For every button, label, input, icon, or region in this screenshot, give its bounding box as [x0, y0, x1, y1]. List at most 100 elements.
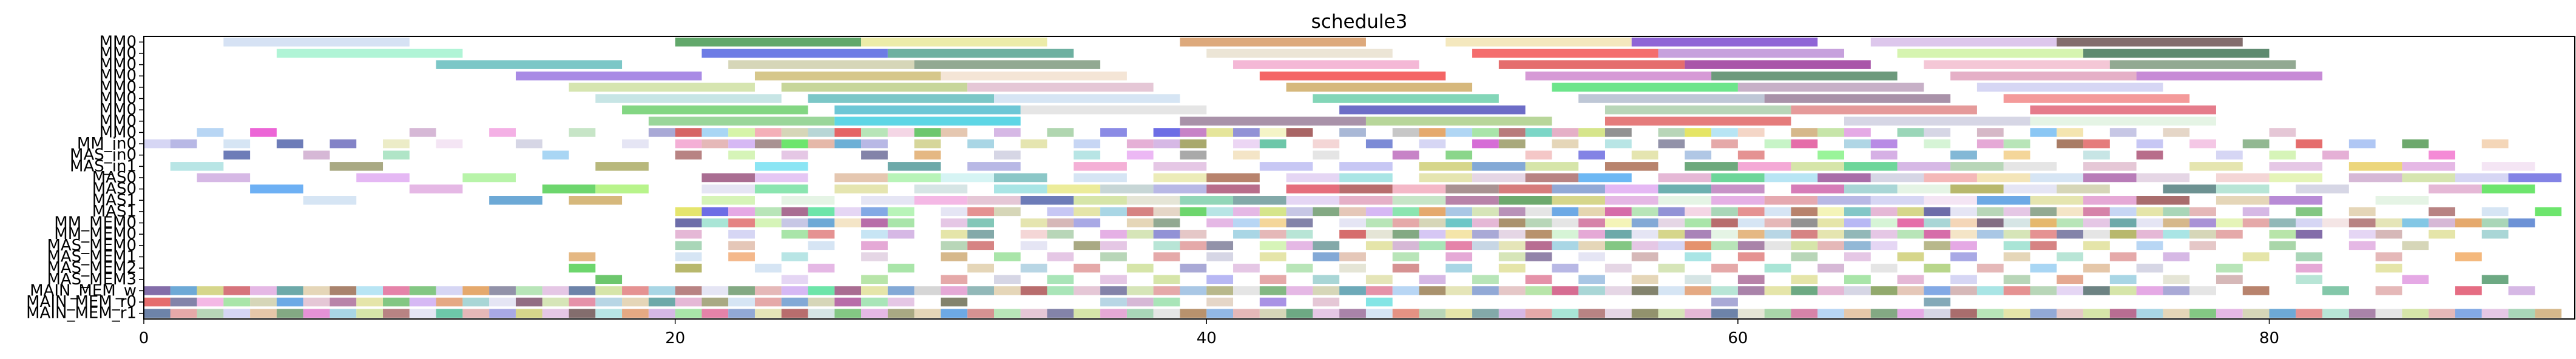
- task-bar: [1950, 286, 1977, 295]
- task-bar: [1259, 128, 1286, 137]
- task-bar: [1445, 196, 1499, 205]
- task-bar: [2083, 49, 2270, 58]
- task-bar: [1604, 207, 1632, 216]
- task-bar: [2348, 162, 2402, 171]
- task-bar: [1286, 263, 1313, 273]
- task-bar: [1392, 196, 1446, 205]
- task-bar: [2508, 173, 2562, 183]
- task-bar: [1445, 229, 1473, 239]
- task-bar: [250, 286, 277, 295]
- task-bar: [1073, 196, 1127, 205]
- task-bar: [1047, 286, 1074, 295]
- task-bar: [2083, 196, 2137, 205]
- task-bar: [1419, 275, 1446, 284]
- task-bar: [861, 229, 888, 239]
- task-bar: [2083, 309, 2110, 318]
- task-bar: [781, 196, 835, 205]
- bars-layer: [144, 38, 2562, 318]
- task-bar: [1126, 286, 1154, 295]
- task-bar: [2296, 207, 2323, 216]
- task-bar: [808, 286, 835, 295]
- task-bar: [1313, 139, 1340, 149]
- task-bar: [2109, 128, 2137, 137]
- task-bar: [383, 297, 410, 307]
- task-bar: [1844, 184, 1898, 193]
- task-bar: [967, 196, 1021, 205]
- task-bar: [1525, 173, 1579, 183]
- task-bar: [2163, 286, 2190, 295]
- task-bar: [2216, 309, 2243, 318]
- task-bar: [1047, 207, 1074, 216]
- task-bar: [2455, 173, 2509, 183]
- task-bar: [914, 150, 941, 159]
- task-bar: [1764, 241, 1791, 250]
- task-bar: [2083, 207, 2110, 216]
- task-bar: [1180, 196, 1234, 205]
- task-bar: [2269, 229, 2296, 239]
- task-bar: [1206, 218, 1234, 227]
- task-bar: [1339, 218, 1366, 227]
- task-bar: [1313, 309, 1340, 318]
- x-tick-label: 40: [1197, 329, 1217, 347]
- task-bar: [1604, 105, 1791, 115]
- task-bar: [1924, 173, 1977, 183]
- task-bar: [1126, 229, 1154, 239]
- task-bar: [728, 218, 755, 227]
- task-bar: [861, 241, 888, 250]
- task-bar: [675, 286, 702, 295]
- task-bar: [808, 297, 835, 307]
- task-bar: [1791, 139, 1818, 149]
- task-bar: [1791, 218, 1818, 227]
- task-bar: [1658, 263, 1685, 273]
- task-bar: [622, 297, 649, 307]
- task-bar: [994, 275, 1021, 284]
- task-bar: [2057, 218, 2084, 227]
- task-bar: [1658, 207, 1685, 216]
- task-bar: [1791, 105, 1977, 115]
- task-bar: [1924, 218, 1951, 227]
- task-bar: [436, 309, 463, 318]
- task-bar: [1685, 241, 1712, 250]
- task-bar: [2375, 286, 2402, 295]
- task-bar: [276, 309, 303, 318]
- task-bar: [330, 286, 357, 295]
- task-bar: [1711, 309, 1738, 318]
- task-bar: [2455, 252, 2482, 261]
- task-bar: [994, 286, 1021, 295]
- task-bar: [1153, 297, 1180, 307]
- task-bar: [808, 207, 835, 216]
- task-bar: [2481, 309, 2509, 318]
- task-bar: [1578, 207, 1605, 216]
- task-bar: [1685, 229, 1712, 239]
- task-bar: [861, 218, 888, 227]
- task-bar: [1047, 309, 1074, 318]
- task-bar: [1153, 309, 1180, 318]
- task-bar: [2348, 241, 2376, 250]
- task-bar: [754, 139, 782, 149]
- y-tick-label: MM0: [100, 44, 137, 62]
- task-bar: [1950, 207, 1977, 216]
- task-bar: [595, 286, 623, 295]
- task-bar: [1419, 162, 1473, 171]
- task-bar: [2269, 162, 2323, 171]
- task-bar: [675, 229, 702, 239]
- task-bar: [1711, 173, 1765, 183]
- task-bar: [2136, 286, 2163, 295]
- task-bar: [2083, 263, 2110, 273]
- task-bar: [1976, 173, 2030, 183]
- task-bar: [2402, 275, 2429, 284]
- task-bar: [2030, 116, 2216, 126]
- task-bar: [2429, 184, 2482, 193]
- task-bar: [1180, 116, 1366, 126]
- task-bar: [1791, 128, 1818, 137]
- task-bar: [967, 286, 995, 295]
- task-bar: [1419, 139, 1446, 149]
- task-bar: [1313, 275, 1340, 284]
- task-bar: [2269, 173, 2323, 183]
- task-bar: [1552, 184, 1605, 193]
- task-bar: [1100, 297, 1127, 307]
- task-bar: [569, 128, 596, 137]
- task-bar: [2030, 128, 2057, 137]
- task-bar: [1817, 128, 1845, 137]
